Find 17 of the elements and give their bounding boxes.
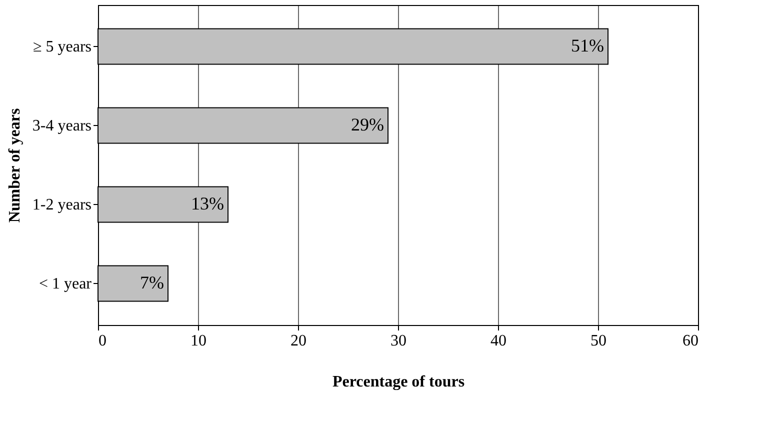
x-tick-label: 30: [390, 332, 406, 350]
x-tick-label: 60: [682, 332, 698, 350]
x-tick-label: 50: [590, 332, 606, 350]
x-axis-title: Percentage of tours: [332, 374, 465, 390]
x-tick-label: 0: [98, 332, 106, 350]
x-tick-label: 20: [290, 332, 306, 350]
x-tick-label: 10: [190, 332, 206, 350]
y-tick-label: < 1 year: [38, 276, 92, 293]
data-label: 13%: [191, 194, 224, 214]
data-label: 29%: [351, 114, 384, 134]
y-tick-label: ≥ 5 years: [32, 38, 92, 56]
y-tick-label: 3-4 years: [32, 117, 92, 134]
y-tick-label: 1-2 years: [32, 196, 92, 214]
data-label: 7%: [140, 272, 164, 293]
data-label: 51%: [571, 35, 604, 56]
x-tick-label: 40: [490, 332, 506, 350]
y-axis-title: Number of years: [6, 108, 24, 223]
